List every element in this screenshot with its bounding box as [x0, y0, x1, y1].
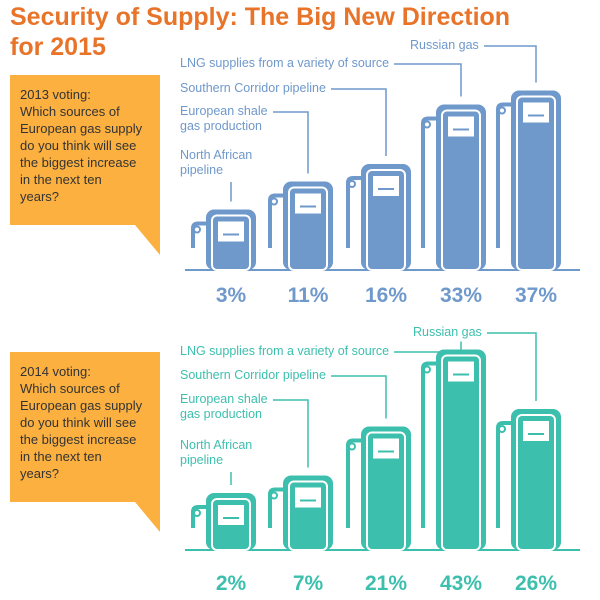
category-label: Russian gas — [413, 325, 482, 339]
pump-nozzle-tip — [498, 425, 506, 433]
pump — [346, 426, 411, 551]
value-label: 2% — [215, 572, 247, 595]
pump-display — [373, 438, 399, 459]
leader-line — [487, 332, 537, 401]
category-label: Southern Corridor pipeline — [180, 368, 326, 382]
pump-display — [523, 421, 549, 441]
pump-nozzle-tip — [193, 225, 201, 234]
pump-display — [295, 193, 321, 214]
pump-nozzle — [268, 487, 283, 528]
pump-display — [218, 221, 244, 242]
category-label: European shale gas production — [180, 104, 268, 133]
pump-nozzle — [346, 438, 361, 528]
category-label: European shale gas production — [180, 392, 268, 421]
pump-outline — [366, 169, 406, 271]
pump-nozzle-tip — [423, 120, 431, 129]
leader-line — [394, 63, 462, 97]
question: 2014 voting: Which sources of European g… — [20, 364, 143, 481]
leader-line — [331, 375, 387, 419]
bar — [436, 104, 486, 270]
pump — [421, 349, 486, 551]
value-label: 3% — [215, 284, 247, 307]
category-label: Russian gas — [410, 38, 479, 52]
bar — [511, 409, 561, 550]
pump-nozzle-tip — [270, 491, 278, 500]
pump-outline — [516, 95, 556, 271]
pump-outline — [211, 498, 251, 551]
bar — [283, 475, 333, 550]
pump — [191, 493, 256, 551]
value-label: 26% — [514, 572, 558, 595]
category-label: LNG supplies from a variety of source — [180, 56, 390, 70]
pump-nozzle-tip — [270, 197, 278, 206]
pump-display — [218, 505, 244, 525]
title: Security of Supply: The Big New Directio… — [10, 3, 511, 61]
pump-nozzle — [496, 421, 511, 528]
pump — [346, 164, 411, 271]
leader-line — [394, 341, 462, 353]
pump — [421, 104, 486, 271]
pump-outline — [366, 431, 406, 551]
pump-nozzle — [496, 102, 511, 248]
pump-nozzle — [421, 116, 436, 248]
pump-nozzle-tip — [348, 180, 356, 188]
pump — [268, 475, 333, 551]
pump-nozzle — [346, 176, 361, 248]
pump-display — [448, 116, 474, 137]
pump-display — [448, 361, 474, 382]
value-label: 33% — [439, 284, 483, 307]
callout-box — [10, 352, 160, 532]
pump-display — [373, 176, 399, 196]
value-label: 43% — [439, 572, 483, 595]
pump-nozzle-tip — [423, 365, 431, 374]
pump-outline — [441, 109, 481, 271]
pump-outline — [441, 354, 481, 551]
bar — [436, 349, 486, 550]
callout-box — [10, 75, 160, 255]
question: 2013 voting: Which sources of European g… — [20, 87, 143, 204]
pump-outline — [516, 414, 556, 551]
value-label: 37% — [514, 284, 558, 307]
bar — [511, 90, 561, 270]
leader-line — [273, 399, 309, 468]
category-label: LNG supplies from a variety of source — [180, 344, 390, 358]
pump — [496, 90, 561, 271]
pump-display — [523, 102, 549, 123]
pump-outline — [211, 214, 251, 271]
pump-nozzle — [191, 505, 206, 528]
pump-nozzle — [191, 221, 206, 248]
value-label: 21% — [364, 572, 408, 595]
category-label: North African pipeline — [180, 438, 253, 467]
pump-nozzle — [268, 193, 283, 248]
pump — [191, 209, 256, 271]
leader-line — [484, 45, 537, 83]
category-label: Southern Corridor pipeline — [180, 81, 326, 95]
leader-line — [273, 111, 309, 174]
pump-nozzle — [421, 361, 436, 528]
value-label: 11% — [287, 284, 329, 307]
pump-nozzle-tip — [348, 442, 356, 451]
leader-line — [331, 88, 387, 156]
value-label: 7% — [292, 572, 324, 595]
pump-outline — [288, 480, 328, 551]
pump-nozzle-tip — [498, 106, 506, 115]
pump-outline — [288, 186, 328, 271]
pump — [496, 409, 561, 551]
pump — [268, 181, 333, 271]
pump-nozzle-tip — [193, 509, 201, 517]
category-label: North African pipeline — [180, 148, 253, 177]
value-label: 16% — [364, 284, 408, 307]
pump-display — [295, 487, 321, 508]
